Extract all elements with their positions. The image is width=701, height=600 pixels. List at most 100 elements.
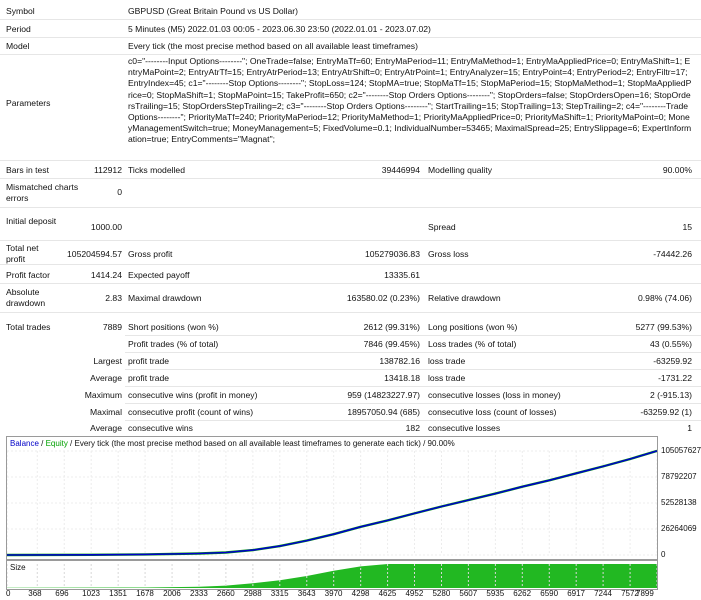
x-tick-label: 2333 — [189, 589, 208, 598]
grossprofit-value: 105279036.83 — [365, 249, 420, 259]
x-tick-label: 0 — [6, 589, 11, 598]
deposit-label: Initial deposit — [6, 216, 57, 226]
avgwins-label: consecutive wins — [128, 423, 193, 433]
short-label: Short positions (won %) — [128, 322, 219, 332]
ticks-label: Ticks modelled — [128, 165, 185, 175]
maxdd-value: 163580.02 (0.23%) — [346, 293, 420, 303]
x-tick-label: 4952 — [405, 589, 424, 598]
grossloss-value: -74442.26 — [653, 249, 692, 259]
spread-label: Spread — [428, 222, 456, 232]
y-tick-label: 26264069 — [661, 524, 697, 533]
pf-value: 1414.24 — [90, 270, 122, 280]
largest-profit-value: 138782.16 — [379, 356, 420, 366]
y-tick-label: 0 — [661, 550, 666, 559]
period-label: Period — [6, 24, 31, 34]
balance-line — [7, 450, 657, 556]
maxwins-label: consecutive wins (profit in money) — [128, 390, 258, 400]
size-chart: Size — [6, 560, 658, 590]
x-tick-label: 7572 — [621, 589, 639, 598]
profittrades-value: 7846 (99.45%) — [363, 339, 420, 349]
spread-value: 15 — [682, 222, 692, 232]
average-loss-value: -1731.22 — [658, 373, 692, 383]
average-profit-value: 13418.18 — [384, 373, 420, 383]
mismatch-value: 0 — [117, 187, 122, 197]
x-tick-label: 2006 — [163, 589, 181, 598]
x-tick-label: 5607 — [459, 589, 478, 598]
long-label: Long positions (won %) — [428, 322, 518, 332]
legend-sep: / — [38, 439, 46, 448]
x-tick-label: 3970 — [324, 589, 343, 598]
model-value: Every tick (the most precise method base… — [128, 41, 418, 51]
period-value: 5 Minutes (M5) 2022.01.03 00:05 - 2023.0… — [128, 24, 431, 34]
x-tick-label: 6917 — [567, 589, 585, 598]
maxloss-label: consecutive loss (count of losses) — [428, 407, 557, 417]
trades-value: 7889 — [102, 322, 122, 332]
x-tick-label: 1678 — [136, 589, 154, 598]
average-label: Average — [90, 373, 122, 383]
grossloss-label: Gross loss — [428, 249, 469, 259]
losstrades-value: 43 (0.55%) — [649, 339, 692, 349]
symbol-value: GBPUSD (Great Britain Pound vs US Dollar… — [128, 6, 299, 16]
absdd-value: 2.83 — [105, 293, 122, 303]
maxwins-value: 959 (14823227.97) — [347, 390, 420, 400]
x-tick-label: 7244 — [594, 589, 612, 598]
largest-loss-label: loss trade — [428, 356, 466, 366]
chart-legend: Balance / Equity / Every tick (the most … — [10, 439, 455, 448]
avg2-label: Average — [90, 423, 122, 433]
size-label: Size — [10, 563, 26, 572]
y-tick-label: 105057627 — [661, 446, 701, 455]
x-tick-label: 1351 — [109, 589, 127, 598]
maxloss-value: -63259.92 (1) — [640, 407, 692, 417]
netprofit-label: Total net profit — [6, 243, 39, 264]
short-value: 2612 (99.31%) — [363, 322, 420, 332]
avglosses-label: consecutive losses — [428, 423, 501, 433]
avgwins-value: 182 — [405, 423, 420, 433]
y-tick-label: 78792207 — [661, 472, 697, 481]
maximal-label: Maximal — [90, 407, 122, 417]
size-chart-plot — [7, 564, 657, 588]
x-axis: 0 368 696 1023 1351 1678 2006 2333 2660 2988 3315 3… — [6, 589, 656, 600]
maxdd-label: Maximal drawdown — [128, 293, 202, 303]
x-tick-label: 1023 — [82, 589, 100, 598]
legend-balance: Balance — [10, 439, 39, 448]
reldd-value: 0.98% (74.06) — [638, 293, 692, 303]
x-tick-label: 2660 — [216, 589, 235, 598]
x-tick-label: 5935 — [486, 589, 505, 598]
average-loss-label: loss trade — [428, 373, 466, 383]
symbol-label: Symbol — [6, 6, 35, 16]
maxlosses-value: 2 (-915.13) — [649, 390, 692, 400]
balance-chart: Balance / Equity / Every tick (the most … — [6, 436, 658, 560]
reldd-label: Relative drawdown — [428, 293, 501, 303]
ticks-value: 39446994 — [381, 165, 420, 175]
x-tick-label: 3643 — [297, 589, 316, 598]
largest-label: Largest — [93, 356, 122, 366]
balance-chart-plot — [7, 449, 657, 557]
avglosses-value: 1 — [687, 423, 692, 433]
parameters-label: Parameters — [6, 98, 51, 108]
payoff-value: 13335.61 — [384, 270, 420, 280]
x-tick-label: 6262 — [513, 589, 532, 598]
grossprofit-label: Gross profit — [128, 249, 173, 259]
netprofit-value: 105204594.57 — [67, 249, 122, 259]
trades-label: Total trades — [6, 322, 51, 332]
x-tick-label: 3315 — [270, 589, 289, 598]
legend-description: / Every tick (the most precise method ba… — [67, 439, 455, 448]
model-label: Model — [6, 41, 30, 51]
average-profit-label: profit trade — [128, 373, 170, 383]
legend-equity: Equity — [45, 439, 68, 448]
bars-value: 112912 — [93, 165, 122, 175]
maximum-label: Maximum — [84, 390, 122, 400]
x-tick-label: 6590 — [540, 589, 559, 598]
x-tick-label: 696 — [55, 589, 69, 598]
deposit-value: 1000.00 — [90, 222, 122, 232]
x-tick-label: 4298 — [351, 589, 370, 598]
x-tick-label: 5280 — [432, 589, 451, 598]
size-area — [7, 564, 657, 588]
quality-value: 90.00% — [662, 165, 692, 175]
payoff-label: Expected payoff — [128, 270, 190, 280]
y-tick-label: 52528138 — [661, 498, 697, 507]
absdd-label: Absolute drawdown — [6, 287, 46, 308]
losstrades-label: Loss trades (% of total) — [428, 339, 517, 349]
largest-profit-label: profit trade — [128, 356, 170, 366]
maxlosses-label: consecutive losses (loss in money) — [428, 390, 561, 400]
